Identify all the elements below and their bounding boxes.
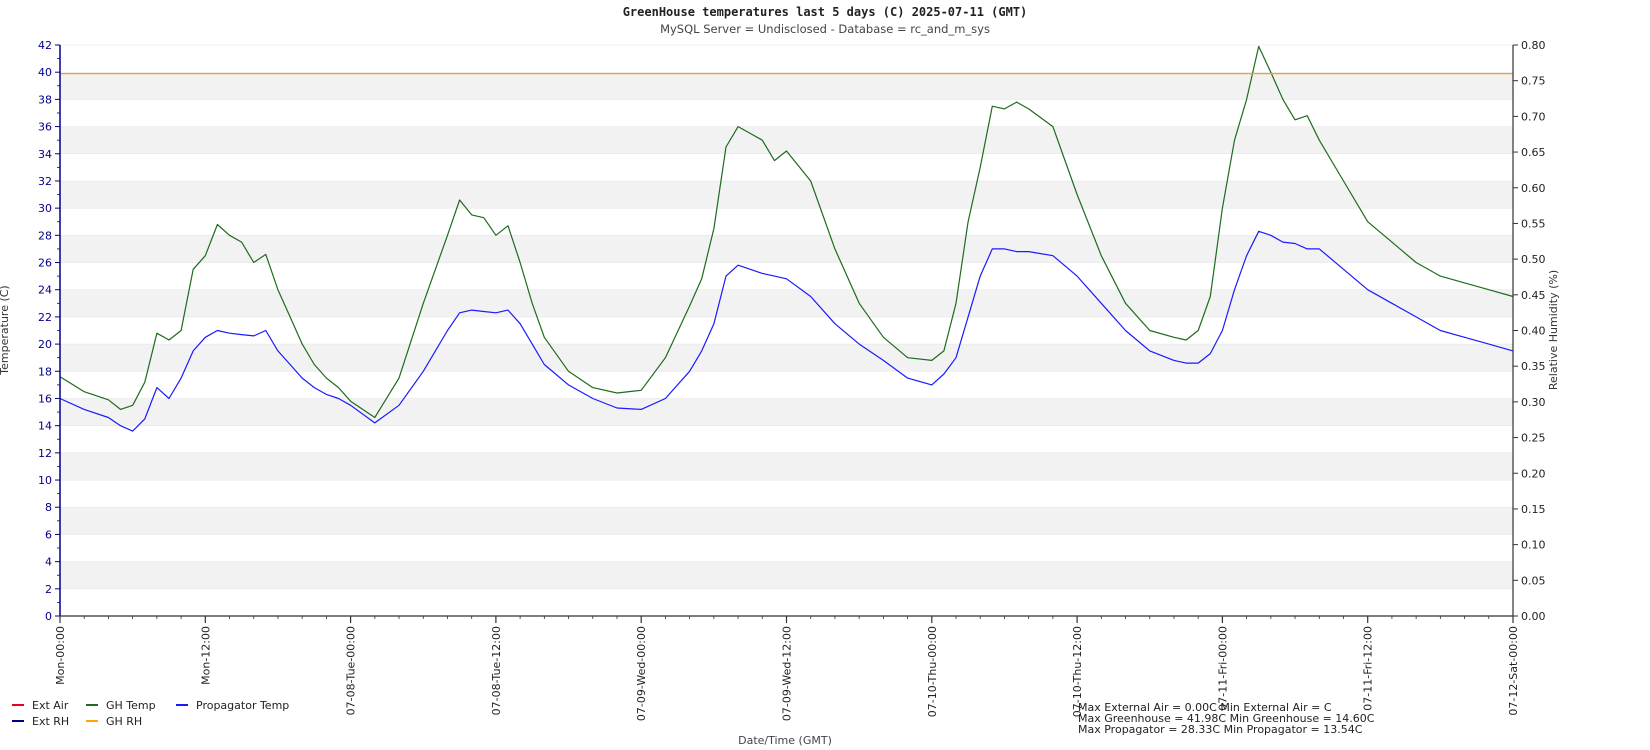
right-tick-label: 0.50 [1521, 253, 1546, 266]
x-axis-ticks: Mon-00:00 Mon-12:00 07-08-Tue-00:00 07-08-T… [54, 616, 1520, 721]
grid-band [59, 343, 1514, 372]
series-layer [59, 45, 1514, 432]
right-tick-label: 0.60 [1521, 182, 1546, 195]
right-tick-label: 0.25 [1521, 432, 1546, 445]
right-tick-label: 0.75 [1521, 75, 1546, 88]
grid-band [59, 71, 1514, 100]
right-tick-label: 0.80 [1521, 39, 1546, 52]
grid-band [59, 588, 1514, 617]
right-tick-label: 0.45 [1521, 289, 1546, 302]
x-tick-label: 07-08-Tue-12:00 [490, 626, 503, 715]
left-tick-label: 12 [38, 447, 52, 460]
x-tick-label: Mon-12:00 [199, 626, 212, 685]
legend-label-ext-air: Ext Air [32, 699, 69, 712]
grid-band [59, 398, 1514, 426]
x-tick-label: 07-10-Thu-00:00 [926, 626, 939, 717]
left-tick-label: 24 [38, 284, 52, 297]
right-tick-label: 0.10 [1521, 539, 1546, 552]
grid-band [59, 262, 1514, 290]
x-tick-label: 07-10-Thu-12:00 [1071, 626, 1084, 717]
grid-band [59, 235, 1514, 263]
grid-band [59, 561, 1514, 590]
right-tick-label: 0.15 [1521, 503, 1546, 516]
left-tick-label: 42 [38, 39, 52, 52]
left-tick-label: 22 [38, 311, 52, 324]
right-tick-label: 0.00 [1521, 610, 1546, 623]
summary-line-propagator: Max Propagator = 28.33C Min Propagator =… [1078, 723, 1363, 736]
chart-title: GreenHouse temperatures last 5 days (C) … [623, 5, 1028, 19]
grid-band [59, 180, 1514, 209]
legend: Ext Air GH Temp Propagator Temp Ext RH GH RH [12, 699, 289, 728]
legend-label-propagator-temp: Propagator Temp [196, 699, 289, 712]
left-tick-label: 20 [38, 338, 52, 351]
left-tick-label: 2 [45, 583, 52, 596]
x-axis-label: Date/Time (GMT) [738, 734, 832, 747]
left-tick-label: 34 [38, 148, 52, 161]
right-tick-label: 0.35 [1521, 360, 1546, 373]
x-tick-label: 07-08-Tue-00:00 [345, 626, 358, 715]
grid-bands [59, 44, 1514, 617]
left-tick-label: 0 [45, 610, 52, 623]
grid-band [59, 289, 1514, 318]
x-tick-label: 07-09-Wed-12:00 [781, 626, 794, 721]
right-tick-label: 0.55 [1521, 217, 1546, 230]
left-tick-label: 8 [45, 501, 52, 514]
right-tick-label: 0.30 [1521, 396, 1546, 409]
left-tick-label: 26 [38, 257, 52, 270]
left-tick-label: 16 [38, 392, 52, 405]
grid-band [59, 425, 1514, 454]
left-tick-label: 10 [38, 474, 52, 487]
legend-label-gh-rh: GH RH [106, 715, 142, 728]
x-tick-label: Mon-00:00 [54, 626, 67, 685]
grid-band [59, 479, 1514, 508]
series-line-gh-temp [59, 45, 1514, 419]
right-tick-label: 0.70 [1521, 110, 1546, 123]
left-tick-label: 28 [38, 229, 52, 242]
grid-band [59, 534, 1514, 562]
left-tick-label: 18 [38, 365, 52, 378]
grid-band [59, 371, 1514, 399]
summary-line-external: Max External Air = 0.00C Min External Ai… [1078, 701, 1332, 714]
grid-band [59, 452, 1514, 481]
summary-line-greenhouse: Max Greenhouse = 41.98C Min Greenhouse =… [1078, 712, 1375, 725]
right-axis-ticks: 0.00 0.05 0.10 0.15 0.20 0.25 0.30 0.35 0.40 0.45… [1513, 39, 1546, 623]
grid-band [59, 207, 1514, 236]
x-tick-label: 07-11-Fri-12:00 [1362, 626, 1375, 711]
grid-band [59, 316, 1514, 345]
right-tick-label: 0.05 [1521, 574, 1546, 587]
grid-band [59, 153, 1514, 182]
left-tick-label: 30 [38, 202, 52, 215]
x-tick-label: 07-12-Sat-00:00 [1507, 626, 1520, 716]
y-axis-label-right: Relative Humidity (%) [1547, 270, 1560, 390]
grid-band [59, 506, 1514, 535]
legend-label-ext-rh: Ext RH [32, 715, 69, 728]
right-tick-label: 0.65 [1521, 146, 1546, 159]
left-tick-label: 36 [38, 121, 52, 134]
x-tick-label: 07-11-Fri-00:00 [1216, 626, 1229, 711]
series-line-propagator-temp [59, 230, 1514, 432]
left-tick-label: 14 [38, 420, 52, 433]
left-tick-label: 40 [38, 66, 52, 79]
chart-subtitle: MySQL Server = Undisclosed - Database = … [660, 22, 990, 36]
legend-label-gh-temp: GH Temp [106, 699, 156, 712]
grid-band [59, 44, 1514, 73]
grid-band [59, 99, 1514, 127]
left-tick-label: 32 [38, 175, 52, 188]
y-axis-label-left: Temperature (C) [0, 285, 11, 375]
right-tick-label: 0.40 [1521, 325, 1546, 338]
left-tick-label: 38 [38, 93, 52, 106]
left-tick-label: 4 [45, 556, 52, 569]
right-tick-label: 0.20 [1521, 467, 1546, 480]
x-tick-label: 07-09-Wed-00:00 [635, 626, 648, 721]
grid-band [59, 126, 1514, 155]
left-tick-label: 6 [45, 528, 52, 541]
